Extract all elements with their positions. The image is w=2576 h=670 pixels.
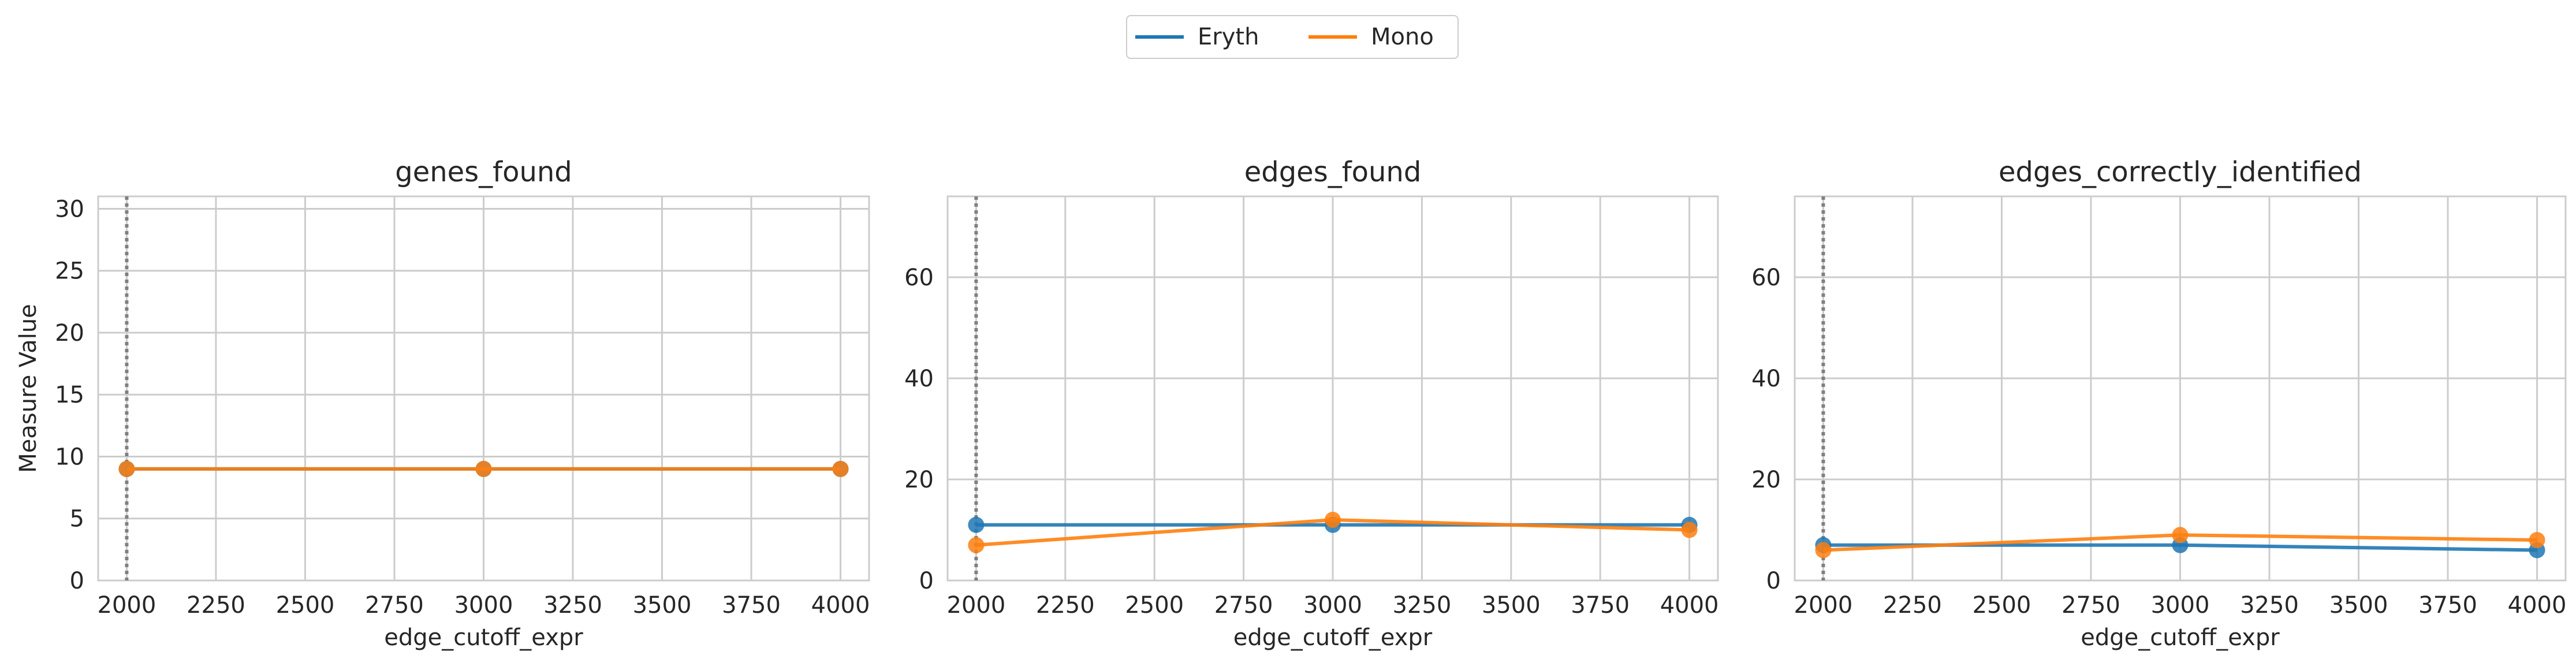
y-tick-label: 0 (919, 568, 934, 594)
x-tick-label: 2000 (1794, 592, 1853, 619)
y-tick-label: 20 (904, 467, 934, 493)
x-tick-label: 3000 (2151, 592, 2210, 619)
y-tick-label: 15 (55, 382, 84, 408)
y-tick-label: 40 (1751, 366, 1781, 392)
chart-title: edges_found (1244, 156, 1422, 188)
legend-entry-mono: Mono (1308, 16, 1434, 58)
x-tick-label: 2750 (2061, 592, 2120, 619)
x-tick-label: 3750 (722, 592, 781, 619)
legend-label-eryth: Eryth (1198, 24, 1259, 50)
chart-panel-2: 2000 2250 2500 2750 3000 3250 3500 3750 4000 0 20 4… (904, 156, 1719, 651)
y-tick-label: 30 (55, 196, 84, 222)
y-tick-label: 60 (904, 265, 934, 291)
x-tick-label: 4000 (2508, 592, 2567, 619)
x-tick-label: 3750 (2418, 592, 2477, 619)
x-tick-label: 3750 (1571, 592, 1630, 619)
axes-frame (1794, 195, 2567, 582)
x-tick-label: 2000 (98, 592, 156, 619)
chart-panel-3: 2000 2250 2500 2750 3000 3250 3500 3750 4000 0 20 4… (1751, 156, 2567, 651)
y-tick-label: 10 (55, 444, 84, 470)
data-point-mono (1815, 542, 1832, 559)
data-point-mono (118, 460, 135, 477)
x-tick-label: 3250 (543, 592, 602, 619)
x-tick-label: 3500 (1482, 592, 1541, 619)
x-tick-label: 4000 (1660, 592, 1719, 619)
x-tick-label: 3250 (1392, 592, 1451, 619)
y-tick-label: 5 (70, 506, 84, 533)
axes-frame (97, 195, 870, 582)
data-point-mono (2529, 532, 2545, 548)
x-axis-label: edge_cutoff_expr (1233, 624, 1433, 651)
x-tick-label: 3250 (2240, 592, 2299, 619)
legend-swatch-eryth (1135, 35, 1184, 39)
x-tick-label: 3000 (454, 592, 513, 619)
data-point-eryth (968, 516, 985, 533)
y-tick-label: 0 (1766, 568, 1781, 594)
x-tick-label: 2250 (187, 592, 245, 619)
y-tick-label: 20 (55, 320, 84, 347)
data-point-mono (832, 460, 849, 477)
legend-swatch-mono (1308, 35, 1357, 39)
data-point-mono (1681, 522, 1698, 538)
y-tick-label: 40 (904, 366, 934, 392)
chart-title: genes_found (395, 156, 572, 188)
x-tick-label: 2250 (1036, 592, 1095, 619)
y-axis-label: Measure Value (15, 304, 42, 473)
y-tick-label: 60 (1751, 265, 1781, 291)
x-tick-label: 3500 (2329, 592, 2388, 619)
x-tick-label: 2500 (1973, 592, 2031, 619)
x-tick-label: 2250 (1883, 592, 1942, 619)
y-tick-label: 25 (55, 258, 84, 285)
data-point-mono (475, 460, 492, 477)
data-point-mono (1325, 512, 1341, 528)
x-axis-label: edge_cutoff_expr (384, 624, 583, 651)
x-tick-label: 4000 (811, 592, 870, 619)
x-tick-label: 2500 (276, 592, 335, 619)
legend-entry-eryth: Eryth (1135, 16, 1259, 58)
y-tick-label: 0 (70, 568, 84, 594)
x-axis-label: edge_cutoff_expr (2081, 624, 2280, 651)
legend-label-mono: Mono (1371, 24, 1434, 50)
legend: Eryth Mono (1126, 15, 1459, 59)
data-point-mono (2172, 527, 2189, 544)
x-tick-label: 2750 (365, 592, 424, 619)
x-tick-label: 2500 (1125, 592, 1184, 619)
axes-frame (946, 195, 1719, 582)
data-point-mono (968, 537, 985, 553)
x-tick-label: 3000 (1303, 592, 1362, 619)
x-tick-label: 2000 (947, 592, 1006, 619)
chart-panel-1: 2000 2250 2500 2750 3000 3250 3500 3750 4000 0 5 10… (15, 156, 870, 651)
y-tick-label: 20 (1751, 467, 1781, 493)
chart-title: edges_correctly_identified (1999, 156, 2362, 188)
x-tick-label: 2750 (1214, 592, 1273, 619)
x-tick-label: 3500 (633, 592, 692, 619)
